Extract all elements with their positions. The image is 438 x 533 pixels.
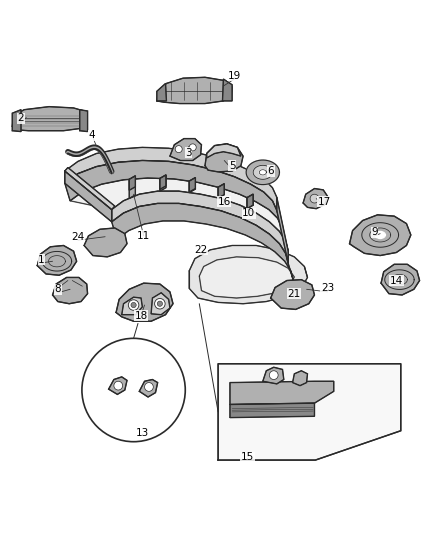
Polygon shape (293, 371, 307, 386)
Circle shape (145, 383, 153, 391)
Polygon shape (218, 184, 224, 198)
Polygon shape (207, 144, 241, 158)
Circle shape (157, 301, 162, 306)
Polygon shape (277, 197, 288, 263)
Text: 11: 11 (137, 231, 150, 241)
Circle shape (189, 144, 196, 151)
Polygon shape (263, 367, 284, 384)
Polygon shape (170, 139, 201, 160)
Polygon shape (70, 178, 288, 251)
Polygon shape (303, 189, 328, 209)
Circle shape (175, 146, 182, 152)
Polygon shape (223, 79, 232, 101)
Text: 13: 13 (136, 428, 149, 438)
Text: 6: 6 (267, 166, 274, 176)
Polygon shape (253, 165, 272, 179)
Circle shape (114, 381, 123, 390)
Polygon shape (65, 167, 115, 209)
Polygon shape (139, 379, 158, 397)
Polygon shape (189, 177, 195, 192)
Text: 24: 24 (71, 232, 85, 242)
Polygon shape (205, 144, 243, 172)
Text: 16: 16 (218, 197, 231, 207)
Polygon shape (65, 160, 282, 228)
Polygon shape (151, 293, 170, 314)
Text: 1: 1 (38, 255, 45, 265)
Text: 8: 8 (54, 284, 61, 294)
Text: 4: 4 (88, 130, 95, 140)
Circle shape (128, 300, 139, 310)
Text: 3: 3 (185, 148, 192, 158)
Polygon shape (259, 169, 266, 175)
Text: 2: 2 (18, 114, 25, 124)
Text: 17: 17 (318, 197, 331, 207)
Polygon shape (157, 84, 166, 101)
Polygon shape (112, 191, 288, 263)
Polygon shape (271, 280, 314, 310)
Polygon shape (80, 110, 88, 132)
Polygon shape (65, 171, 112, 222)
Circle shape (131, 302, 136, 308)
Polygon shape (246, 160, 279, 184)
Polygon shape (189, 246, 307, 304)
Text: 10: 10 (242, 208, 255, 218)
Polygon shape (350, 215, 411, 255)
Polygon shape (116, 283, 173, 321)
Circle shape (82, 338, 185, 442)
Polygon shape (37, 246, 77, 275)
Polygon shape (160, 175, 166, 191)
Polygon shape (122, 297, 142, 314)
Polygon shape (381, 264, 420, 295)
Polygon shape (129, 176, 135, 198)
Polygon shape (247, 194, 253, 208)
Text: 5: 5 (229, 161, 236, 171)
Text: 15: 15 (241, 452, 254, 462)
Text: 19: 19 (228, 71, 241, 81)
Polygon shape (12, 110, 21, 132)
Circle shape (269, 371, 278, 379)
Text: 21: 21 (288, 289, 301, 298)
Polygon shape (218, 184, 224, 198)
Polygon shape (84, 228, 127, 257)
Polygon shape (230, 381, 334, 405)
Polygon shape (189, 177, 195, 192)
Polygon shape (109, 377, 127, 394)
Polygon shape (112, 204, 293, 281)
Text: 18: 18 (134, 311, 148, 320)
Polygon shape (65, 147, 277, 211)
Polygon shape (12, 107, 87, 131)
Polygon shape (247, 194, 253, 208)
Polygon shape (230, 403, 314, 418)
Text: 22: 22 (194, 245, 207, 255)
Polygon shape (53, 278, 88, 304)
Circle shape (155, 298, 165, 309)
Polygon shape (160, 175, 166, 189)
Circle shape (310, 194, 319, 203)
Text: 23: 23 (321, 284, 334, 293)
Polygon shape (375, 231, 385, 238)
Polygon shape (157, 77, 232, 103)
Polygon shape (218, 364, 401, 460)
Polygon shape (199, 257, 294, 298)
Text: 14: 14 (390, 276, 403, 286)
Text: 9: 9 (371, 228, 378, 237)
Polygon shape (129, 176, 135, 190)
Polygon shape (396, 277, 403, 282)
